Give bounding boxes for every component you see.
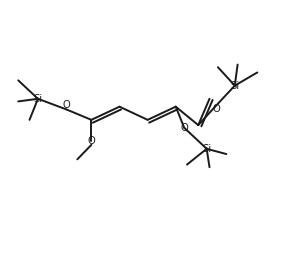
Text: Si: Si bbox=[230, 81, 239, 91]
Text: O: O bbox=[213, 104, 220, 114]
Text: O: O bbox=[87, 136, 95, 146]
Text: O: O bbox=[62, 100, 70, 110]
Text: O: O bbox=[180, 123, 188, 133]
Text: Si: Si bbox=[34, 94, 43, 104]
Text: Si: Si bbox=[202, 144, 211, 154]
